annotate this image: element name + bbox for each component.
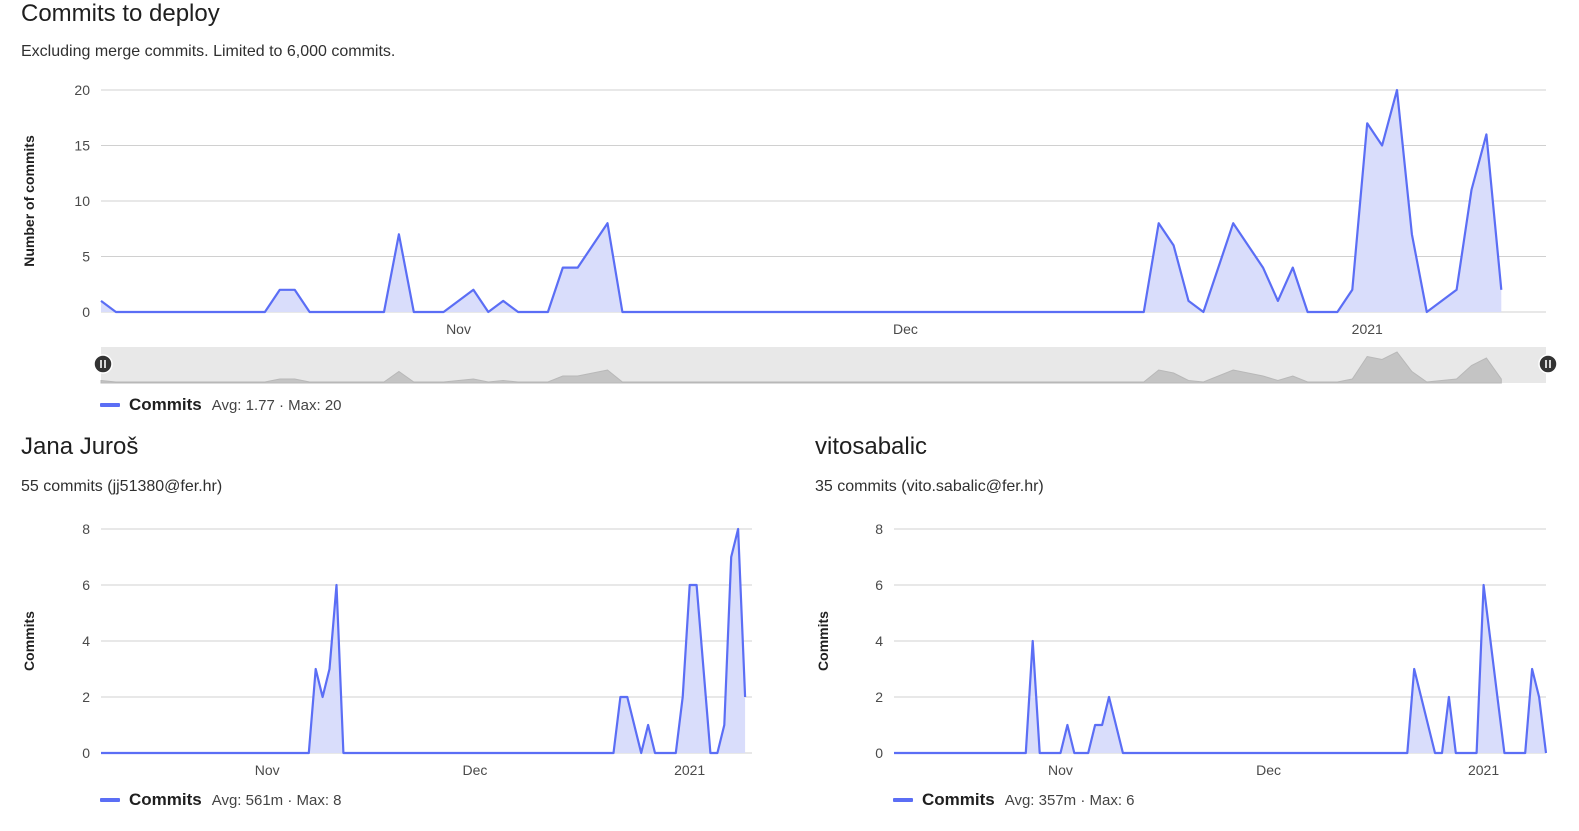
- navigator-area: [100, 351, 1502, 384]
- navigator-track[interactable]: [101, 347, 1546, 383]
- navigator-handle[interactable]: [93, 354, 113, 374]
- data-point[interactable]: [1529, 666, 1535, 672]
- x-tick-label: Nov: [1048, 762, 1073, 778]
- data-point[interactable]: [1543, 750, 1549, 756]
- y-tick-label: 2: [82, 689, 90, 705]
- legend-swatch: [893, 798, 913, 802]
- data-point[interactable]: [1092, 722, 1098, 728]
- x-tick-label: Dec: [463, 762, 488, 778]
- data-point[interactable]: [1536, 694, 1542, 700]
- data-point[interactable]: [1057, 750, 1063, 756]
- data-point[interactable]: [891, 750, 897, 756]
- main-chart-legend[interactable]: Commits Avg: 1.77 · Max: 20: [100, 395, 342, 415]
- legend-series-label: Commits: [922, 790, 995, 809]
- data-point[interactable]: [1064, 722, 1070, 728]
- y-tick-label: 0: [82, 745, 90, 761]
- x-tick-label: 2021: [1352, 321, 1383, 337]
- series-line: [894, 583, 1548, 755]
- main-chart-subtitle: Excluding merge commits. Limited to 6,00…: [21, 43, 396, 60]
- x-tick-label: Nov: [446, 321, 471, 337]
- y-tick-label: 15: [74, 138, 90, 154]
- data-point[interactable]: [1474, 750, 1480, 756]
- y-tick-label: 2: [875, 689, 883, 705]
- series-line: [101, 527, 747, 755]
- y-axis-label: Commits: [815, 611, 831, 671]
- y-tick-label: 20: [74, 82, 90, 98]
- y-tick-label: 8: [875, 521, 883, 537]
- y-axis-label: Number of commits: [21, 135, 37, 267]
- x-tick-label: Dec: [893, 321, 918, 337]
- data-point[interactable]: [1411, 666, 1417, 672]
- y-tick-label: 8: [82, 521, 90, 537]
- y-tick-label: 0: [875, 745, 883, 761]
- y-tick-label: 0: [82, 304, 90, 320]
- legend-swatch: [100, 403, 120, 407]
- data-point[interactable]: [1439, 750, 1445, 756]
- x-tick-label: 2021: [1468, 762, 1499, 778]
- data-point[interactable]: [1071, 750, 1077, 756]
- series-line: [100, 88, 1503, 314]
- data-point[interactable]: [1030, 638, 1036, 644]
- data-point[interactable]: [1099, 722, 1105, 728]
- data-point[interactable]: [1023, 750, 1029, 756]
- y-tick-label: 5: [82, 249, 90, 265]
- data-point[interactable]: [1085, 750, 1091, 756]
- y-tick-label: 10: [74, 193, 90, 209]
- y-tick-label: 4: [875, 633, 883, 649]
- y-tick-label: 4: [82, 633, 90, 649]
- handle-knob: [93, 354, 113, 374]
- author-chart-legend[interactable]: Commits Avg: 357m · Max: 6: [893, 790, 1135, 810]
- data-point[interactable]: [1106, 694, 1112, 700]
- data-point[interactable]: [1432, 750, 1438, 756]
- data-point[interactable]: [1481, 582, 1487, 588]
- author-name: Jana Juroš: [21, 433, 139, 460]
- data-point[interactable]: [1453, 750, 1459, 756]
- y-tick-label: 6: [82, 577, 90, 593]
- legend-stats: Avg: 357m · Max: 6: [1004, 791, 1135, 809]
- navigator-handle[interactable]: [1538, 354, 1558, 374]
- series-area: [101, 529, 746, 753]
- data-point[interactable]: [1037, 750, 1043, 756]
- author-commit-summary: 35 commits (vito.sabalic@fer.hr): [815, 478, 1044, 495]
- y-axis-label: Commits: [21, 611, 37, 671]
- main-chart-title: Commits to deploy: [21, 0, 220, 27]
- legend-swatch: [100, 798, 120, 802]
- author-chart-legend[interactable]: Commits Avg: 561m · Max: 8: [100, 790, 342, 810]
- series-area: [101, 90, 1502, 312]
- author-commit-summary: 55 commits (jj51380@fer.hr): [21, 478, 223, 495]
- series-area: [894, 585, 1546, 753]
- legend-series-label: Commits: [129, 395, 202, 414]
- x-tick-label: Dec: [1256, 762, 1281, 778]
- y-tick-label: 6: [875, 577, 883, 593]
- data-point[interactable]: [1501, 750, 1507, 756]
- x-tick-label: 2021: [674, 762, 705, 778]
- author-name: vitosabalic: [815, 433, 928, 460]
- data-point[interactable]: [1404, 750, 1410, 756]
- data-point[interactable]: [1446, 694, 1452, 700]
- handle-knob: [1538, 354, 1558, 374]
- x-tick-label: Nov: [255, 762, 280, 778]
- data-point[interactable]: [1522, 750, 1528, 756]
- data-point[interactable]: [1120, 750, 1126, 756]
- legend-series-label: Commits: [129, 790, 202, 809]
- legend-stats: Avg: 561m · Max: 8: [211, 791, 342, 809]
- legend-stats: Avg: 1.77 · Max: 20: [211, 396, 342, 414]
- data-point[interactable]: [1494, 694, 1500, 700]
